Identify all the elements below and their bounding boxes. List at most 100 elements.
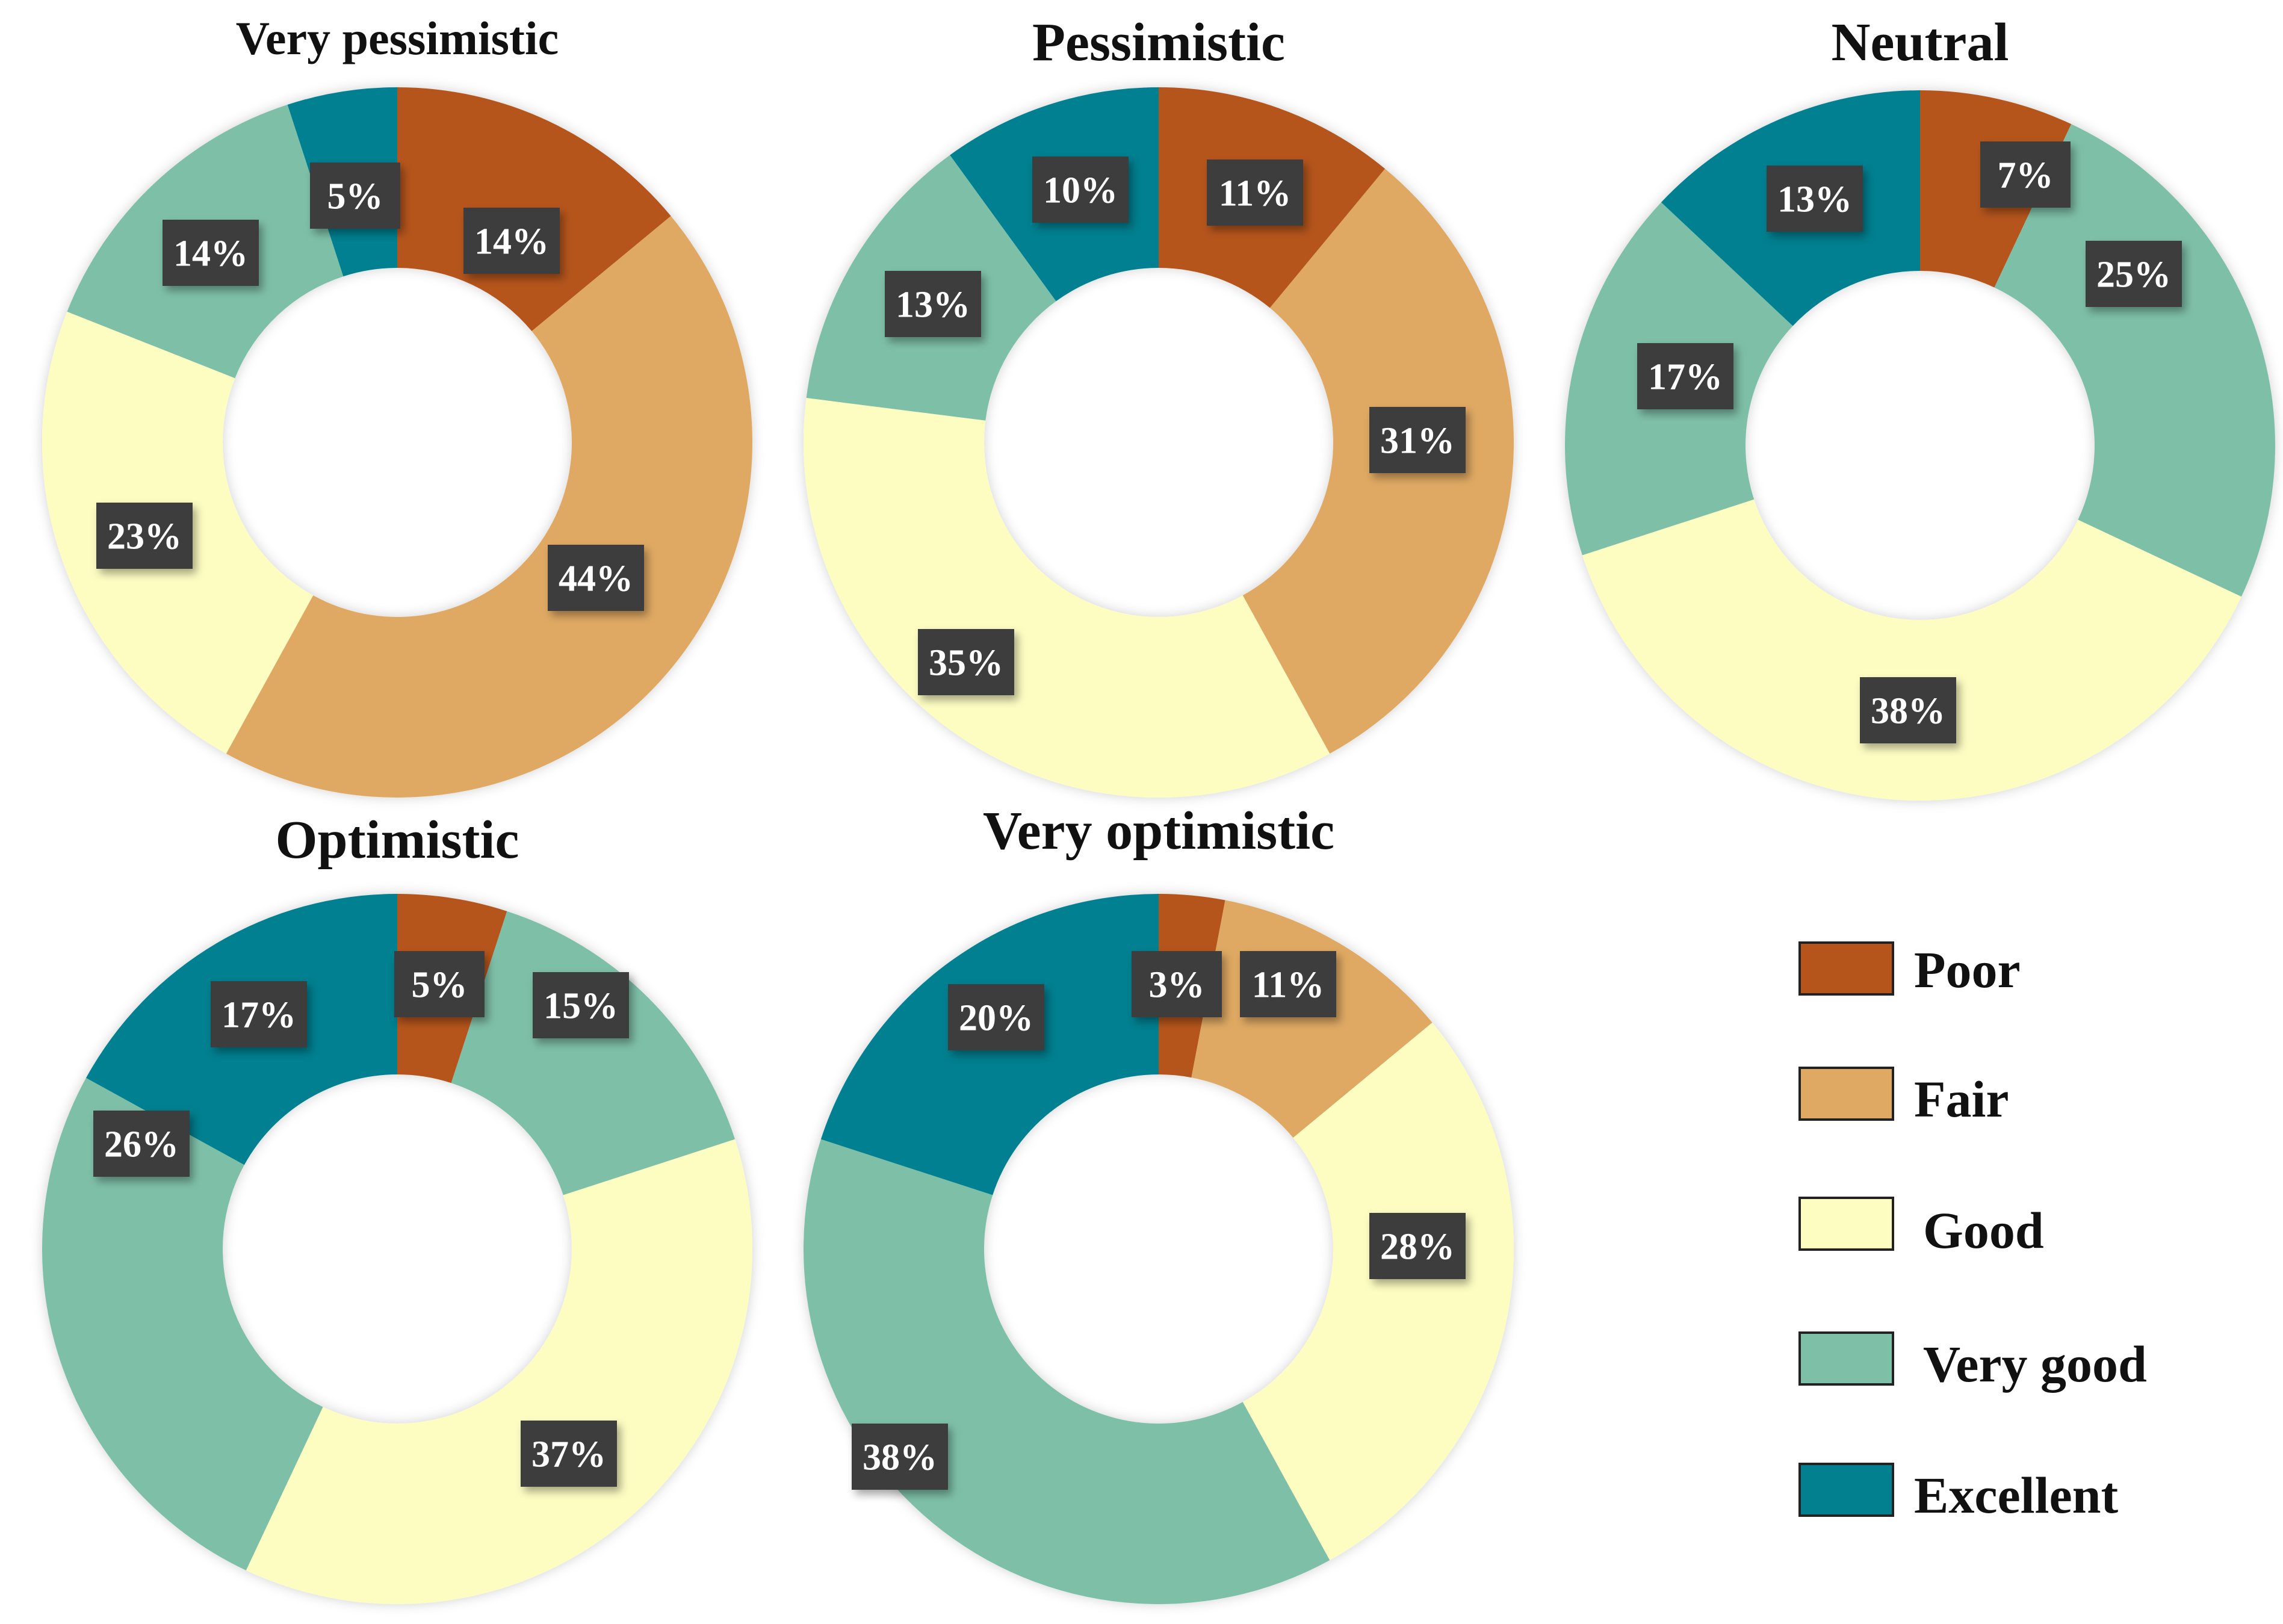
data-label-box bbox=[533, 972, 629, 1038]
data-label-very-good: 38% bbox=[852, 1424, 948, 1490]
slice-good bbox=[1582, 499, 2241, 801]
data-label-text: 17% bbox=[1648, 357, 1723, 398]
data-label-poor: 5% bbox=[394, 951, 485, 1017]
data-label-box bbox=[1240, 951, 1336, 1017]
data-label-box bbox=[394, 951, 485, 1017]
chart-title: Optimistic bbox=[276, 810, 519, 870]
data-label-very-good: 25% bbox=[2086, 241, 2182, 307]
donut-chart-optimistic: Optimistic 5% 37% 17% 15% 26% bbox=[42, 810, 752, 1604]
legend: Poor Fair Good Very good Excellent bbox=[1798, 941, 2147, 1524]
data-label-text: 26% bbox=[104, 1124, 179, 1165]
data-label-text: 23% bbox=[107, 516, 182, 557]
legend-item-very-good: Very good bbox=[1798, 1331, 2147, 1393]
slice-good bbox=[804, 398, 1330, 798]
data-label-box bbox=[918, 629, 1014, 695]
data-label-excellent: 17% bbox=[211, 981, 307, 1047]
data-label-text: 3% bbox=[1149, 965, 1205, 1006]
legend-item-poor: Poor bbox=[1798, 941, 2021, 999]
data-label-box bbox=[1860, 677, 1956, 743]
data-label-text: 17% bbox=[221, 995, 296, 1036]
legend-label: Excellent bbox=[1914, 1466, 2118, 1524]
slice-very-good bbox=[451, 911, 736, 1195]
data-label-good: 35% bbox=[918, 629, 1014, 695]
data-label-box bbox=[93, 1111, 190, 1177]
data-label-excellent: 10% bbox=[1032, 157, 1129, 223]
data-label-good: 23% bbox=[96, 503, 193, 569]
data-label-box bbox=[852, 1424, 948, 1490]
legend-item-excellent: Excellent bbox=[1798, 1463, 2118, 1524]
slice-very-good bbox=[42, 1077, 323, 1570]
legend-swatch bbox=[1798, 1067, 1894, 1121]
data-label-box bbox=[1369, 1213, 1466, 1279]
data-label-box bbox=[2086, 241, 2182, 307]
slice-fair bbox=[226, 215, 752, 798]
legend-label: Very good bbox=[1923, 1335, 2147, 1393]
chart-title: Pessimistic bbox=[1032, 13, 1285, 72]
data-label-box bbox=[948, 984, 1044, 1050]
data-label-good: 37% bbox=[521, 1421, 617, 1487]
data-label-box bbox=[211, 981, 307, 1047]
data-label-good: 38% bbox=[1860, 677, 1956, 743]
data-label-poor: 7% bbox=[1980, 141, 2071, 208]
data-label-text: 38% bbox=[863, 1437, 937, 1478]
legend-swatch bbox=[1798, 1331, 1894, 1386]
data-label-box bbox=[548, 545, 644, 611]
data-label-text: 13% bbox=[1777, 179, 1852, 220]
data-label-text: 25% bbox=[2096, 255, 2171, 296]
data-label-poor: 14% bbox=[463, 208, 560, 274]
data-label-poor: 3% bbox=[1132, 951, 1222, 1017]
data-label-box bbox=[310, 163, 400, 229]
data-label-fair: 31% bbox=[1369, 407, 1466, 473]
data-label-text: 11% bbox=[1219, 173, 1292, 214]
data-label-text: 31% bbox=[1380, 421, 1455, 462]
data-label-text: 38% bbox=[1871, 691, 1945, 732]
donut-chart-pessimistic: Pessimistic 11% 31% 35% 13% 10% bbox=[804, 13, 1514, 798]
data-label-box bbox=[885, 271, 981, 337]
data-label-text: 14% bbox=[173, 234, 248, 274]
data-label-very-good: 17% bbox=[1637, 343, 1733, 409]
data-label-text: 44% bbox=[559, 559, 633, 600]
legend-label: Good bbox=[1923, 1201, 2044, 1259]
data-label-text: 37% bbox=[531, 1434, 606, 1475]
chart-title: Very optimistic bbox=[983, 801, 1334, 861]
slice-very-good bbox=[804, 1139, 1330, 1604]
data-label-box bbox=[1767, 166, 1863, 232]
data-label-fair: 44% bbox=[548, 545, 644, 611]
data-label-very-good: 15% bbox=[533, 972, 629, 1038]
donut-chart-very-pessimistic: Very pessimistic 14% 44% 23% 14% 5% bbox=[42, 12, 752, 798]
data-label-very-good: 14% bbox=[163, 220, 259, 286]
data-label-text: 35% bbox=[929, 643, 1003, 684]
chart-title: Neutral bbox=[1832, 13, 2009, 72]
data-label-text: 10% bbox=[1043, 170, 1118, 211]
legend-item-good: Good bbox=[1798, 1197, 2044, 1259]
chart-title: Very pessimistic bbox=[236, 12, 559, 64]
donut-chart-very-optimistic: Very optimistic 3% 11% 28% 38% 20% bbox=[804, 801, 1514, 1604]
data-label-excellent: 5% bbox=[310, 163, 400, 229]
donut-chart-neutral: Neutral 7% 38% 13% 25% 17% bbox=[1564, 13, 2275, 801]
data-label-excellent: 13% bbox=[1767, 166, 1863, 232]
legend-swatch bbox=[1798, 1197, 1894, 1251]
data-label-excellent: 20% bbox=[948, 984, 1044, 1050]
data-label-text: 5% bbox=[412, 965, 468, 1006]
data-label-box bbox=[521, 1421, 617, 1487]
data-label-text: 20% bbox=[959, 998, 1033, 1039]
slice-good bbox=[246, 1139, 752, 1604]
data-label-box bbox=[1132, 951, 1222, 1017]
data-label-box bbox=[1207, 160, 1303, 226]
data-label-very-good: 26% bbox=[93, 1111, 190, 1177]
data-label-very-good: 13% bbox=[885, 271, 981, 337]
data-label-good: 28% bbox=[1369, 1213, 1466, 1279]
slice-good bbox=[1242, 1022, 1514, 1561]
legend-label: Fair bbox=[1914, 1070, 2009, 1128]
data-label-box bbox=[463, 208, 560, 274]
data-label-text: 7% bbox=[1998, 155, 2054, 196]
legend-label: Poor bbox=[1914, 941, 2021, 999]
data-label-text: 14% bbox=[474, 222, 549, 262]
data-label-box bbox=[1637, 343, 1733, 409]
data-label-box bbox=[96, 503, 193, 569]
data-label-fair: 11% bbox=[1240, 951, 1336, 1017]
data-label-box bbox=[1980, 141, 2071, 208]
data-label-text: 5% bbox=[327, 176, 383, 217]
data-label-text: 15% bbox=[544, 986, 618, 1027]
